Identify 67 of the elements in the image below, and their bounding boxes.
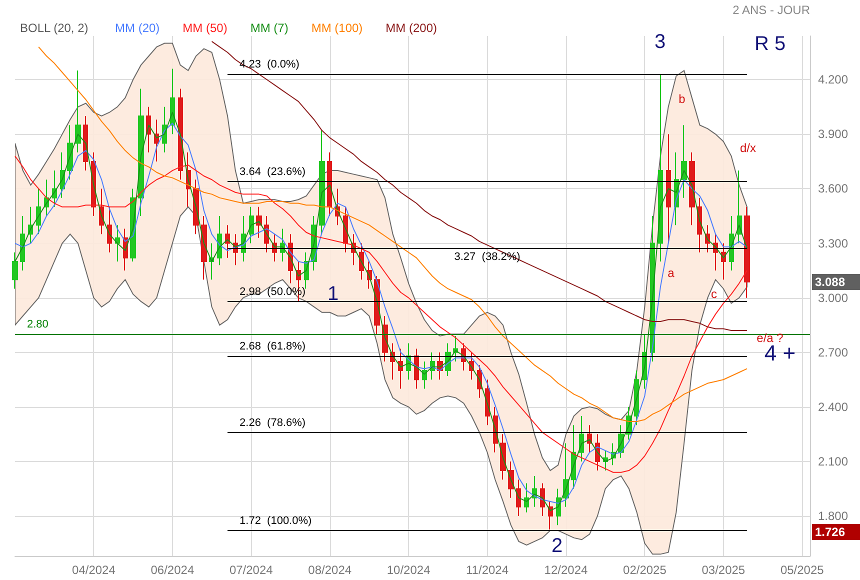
text: MM (7) [250, 21, 288, 35]
candlestick [327, 152, 332, 216]
x-tick-label: 12/2024 [544, 563, 588, 577]
annotation: 3 [654, 31, 666, 53]
candlestick [359, 242, 364, 280]
y-tick-label: 3.000 [818, 290, 848, 305]
candlestick [398, 348, 403, 390]
annotation: a [668, 266, 675, 280]
text: MM (200) [386, 21, 438, 35]
text: 1.726 [815, 525, 846, 539]
ref-line-label: 2.68 (61.8%) [240, 340, 306, 352]
x-tick-label: 11/2024 [466, 563, 509, 577]
y-tick-label: 2.700 [818, 345, 848, 360]
ref-line-label: 2.26 (78.6%) [240, 416, 306, 429]
candlestick [319, 130, 325, 235]
candlestick [154, 119, 159, 162]
text: 3.088 [815, 275, 846, 289]
x-tick-label: 03/2025 [702, 563, 746, 577]
text: BOLL (20, 2) [20, 21, 88, 35]
annotation: R 5 [754, 33, 786, 55]
candlestick [249, 206, 254, 244]
ref-line-label: 3.64 (23.6%) [240, 166, 306, 178]
x-tick-label: 05/2025 [780, 563, 824, 577]
candlestick [579, 416, 584, 462]
candlestick [658, 74, 663, 262]
candlestick [516, 479, 521, 516]
annotation: e/a ? [756, 331, 784, 345]
annotation: c [711, 287, 717, 301]
candlestick [737, 170, 742, 244]
annotation: d/x [740, 141, 756, 155]
candlestick [524, 482, 529, 513]
candlestick [225, 224, 230, 258]
candlestick [201, 216, 207, 280]
candlestick [115, 224, 120, 262]
text: 2 ANS - JOUR [732, 3, 810, 17]
candlestick [744, 206, 750, 298]
text: MM (20) [115, 21, 160, 35]
x-tick-label: 10/2024 [386, 563, 431, 577]
x-tick-label: 08/2024 [308, 563, 352, 577]
candlestick [666, 134, 671, 244]
candlestick [107, 206, 112, 253]
y-tick-label: 3.900 [818, 127, 848, 142]
y-tick-label: 3.300 [818, 236, 848, 250]
candlestick [36, 188, 41, 235]
candlestick [178, 88, 183, 180]
y-tick-label: 2.400 [818, 400, 848, 414]
x-tick-label: 07/2024 [229, 563, 274, 577]
ref-line-label: 1.72 (100.0%) [240, 515, 312, 528]
candlestick [343, 206, 348, 253]
annotation: b [678, 92, 686, 106]
line-series [14, 156, 748, 473]
annotation: 1 [327, 283, 339, 305]
y-tick-label: 1.800 [818, 509, 848, 523]
candlestick [681, 124, 687, 198]
candlestick [75, 70, 81, 153]
annotation: 2 [551, 535, 563, 557]
x-tick-label: 02/2025 [623, 563, 667, 577]
ref-line-label: 2.80 [27, 318, 48, 331]
x-tick-label: 06/2024 [150, 563, 194, 577]
y-tick-label: 2.100 [818, 454, 848, 468]
candlestick [12, 252, 18, 290]
x-tick-label: 04/2024 [72, 563, 116, 577]
y-tick-label: 3.600 [818, 182, 848, 196]
text: MM (50) [182, 21, 228, 35]
candlestick [20, 216, 25, 272]
y-tick-label: 4.200 [818, 72, 848, 87]
text: MM (100) [311, 21, 363, 35]
